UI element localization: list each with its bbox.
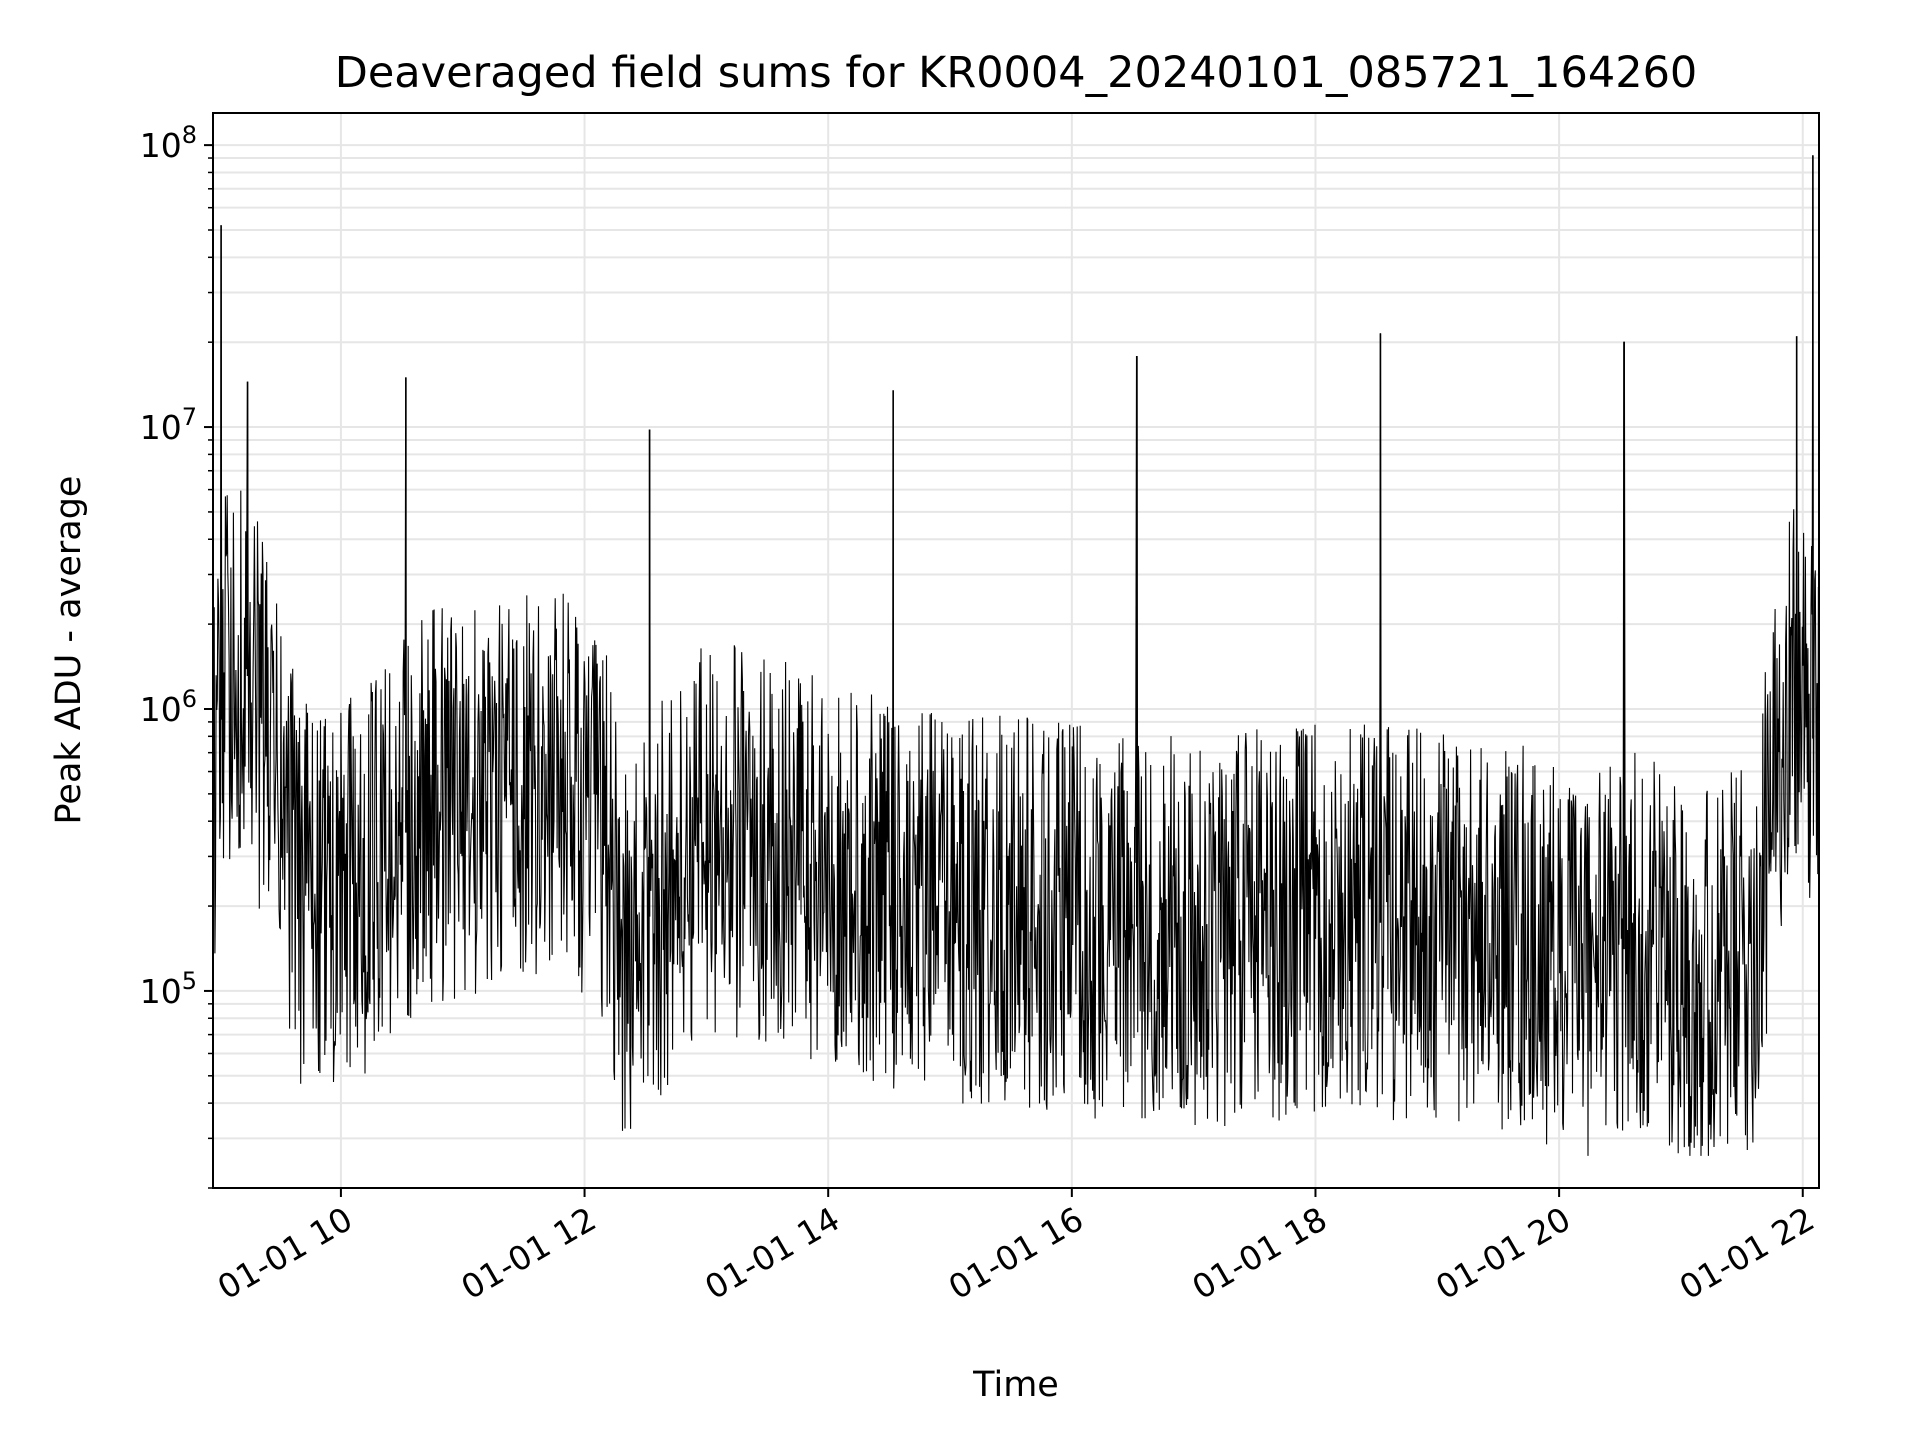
series	[212, 155, 1820, 1156]
plot-frame	[212, 112, 1820, 1189]
y-tick-label: 106	[140, 685, 197, 729]
y-tick-label: 105	[140, 967, 197, 1011]
y-axis-title: Peak ADU - average	[49, 476, 89, 825]
y-tick-label: 108	[140, 121, 197, 165]
x-axis-title: Time	[972, 1365, 1059, 1405]
series-line	[212, 155, 1820, 1156]
chart-title: Deaveraged field sums for KR0004_2024010…	[335, 48, 1698, 98]
y-tick-label: 107	[140, 403, 197, 447]
